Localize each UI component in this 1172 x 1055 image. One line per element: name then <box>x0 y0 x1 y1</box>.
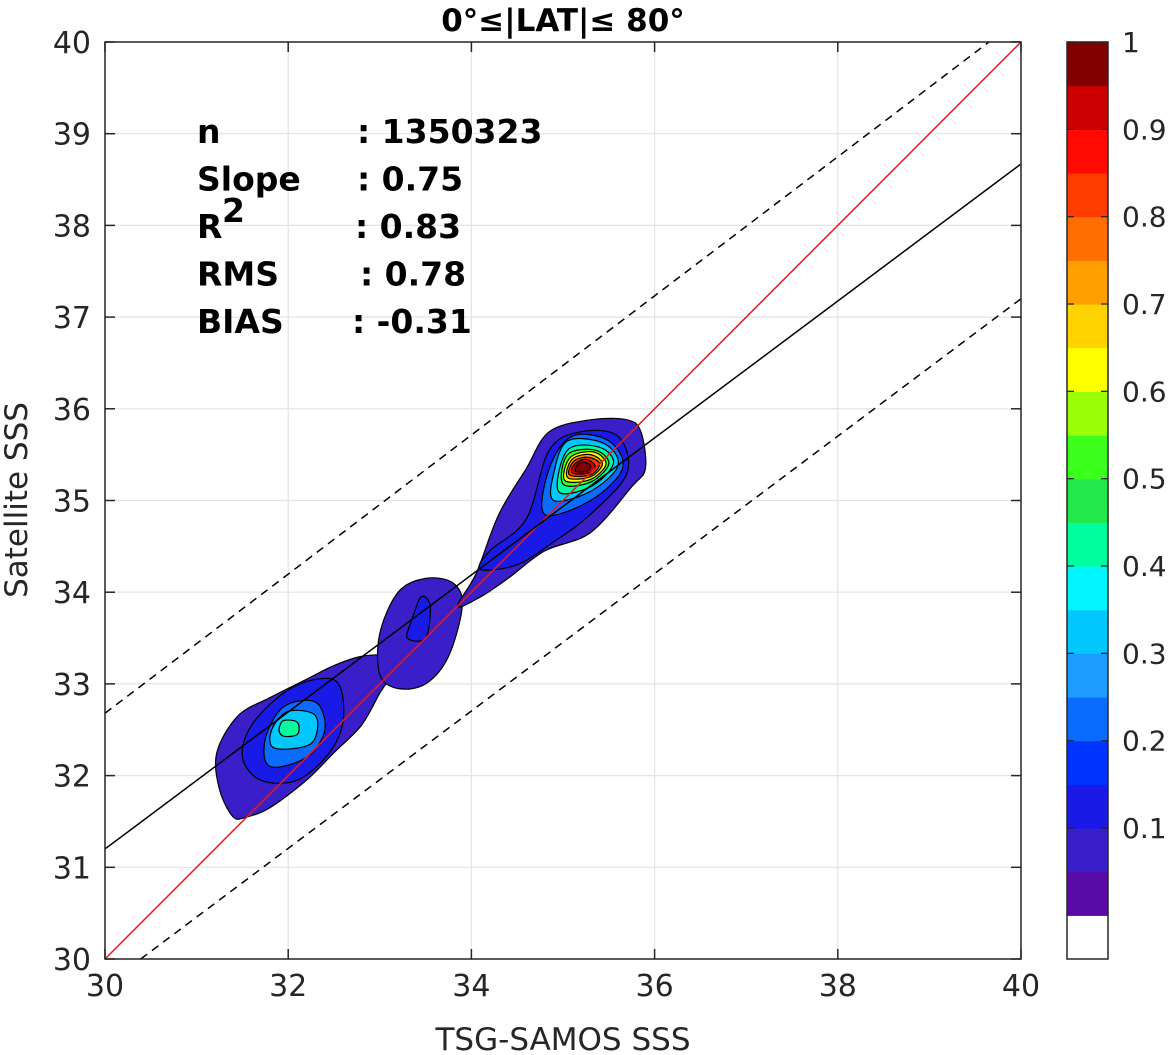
y-tick-label: 37 <box>53 301 91 336</box>
reference-lines <box>105 42 1021 959</box>
x-tick-label: 40 <box>1002 969 1040 1004</box>
colorbar-segment <box>1067 522 1108 567</box>
colorbar-segment <box>1067 609 1108 654</box>
x-tick-label: 32 <box>269 969 307 1004</box>
stat-value: : 0.75 <box>357 160 463 199</box>
colorbar-segment <box>1067 42 1108 87</box>
chart-title: 0°≤|LAT|≤ 80° <box>441 3 685 39</box>
colorbar-segment <box>1067 173 1108 218</box>
colorbar-segment <box>1067 260 1108 305</box>
colorbar-segment <box>1067 129 1108 174</box>
y-tick-label: 32 <box>53 760 91 795</box>
colorbar-tick-label: 0.7 <box>1122 288 1167 321</box>
colorbar-segment <box>1067 478 1108 523</box>
stat-label: BIAS <box>197 302 284 341</box>
colorbar-segment <box>1067 566 1108 611</box>
y-tick-label: 35 <box>53 485 91 520</box>
regression-line <box>105 163 1021 850</box>
offset-lower-line <box>140 298 1021 959</box>
colorbar-tick-label: 0.2 <box>1122 725 1167 758</box>
axis-ticks: 30 32 34 36 38 40 30 31 32 33 34 35 36 37 38 39 40 <box>53 26 1040 1004</box>
colorbar-tick-label: 0.1 <box>1122 812 1167 845</box>
colorbar-tick-label: 1 <box>1122 26 1140 59</box>
colorbar-tick-label: 0.8 <box>1122 201 1167 234</box>
colorbar-segment <box>1067 347 1108 392</box>
colorbar-tick-label: 0.6 <box>1122 375 1167 408</box>
x-tick-label: 38 <box>819 969 857 1004</box>
stats-annotation: n : 1350323 Slope : 0.75 R 2 : 0.83 RMS : 0.78 BI… <box>197 112 542 341</box>
colorbar-segment <box>1067 85 1108 130</box>
y-tick-label: 40 <box>53 26 91 61</box>
colorbar-segment <box>1067 304 1108 349</box>
colorbar-segment <box>1067 871 1108 916</box>
colorbar-segment <box>1067 740 1108 785</box>
y-tick-label: 39 <box>53 118 91 153</box>
colorbar-tick-label: 0.4 <box>1122 550 1167 583</box>
y-tick-label: 31 <box>53 851 91 886</box>
colorbar-segment <box>1067 828 1108 873</box>
colorbar-segment <box>1067 697 1108 742</box>
x-axis-label: TSG-SAMOS SSS <box>435 1022 691 1055</box>
colorbar-tick-label: 0.9 <box>1122 113 1167 146</box>
y-tick-label: 34 <box>53 576 91 611</box>
y-tick-label: 36 <box>53 393 91 428</box>
stat-label: R <box>197 207 222 246</box>
x-tick-label: 36 <box>636 969 674 1004</box>
colorbar-segment <box>1067 915 1108 960</box>
colorbar-segment <box>1067 435 1108 480</box>
stat-label-superscript: 2 <box>222 191 245 230</box>
colorbar-frame <box>1066 41 1109 960</box>
one-to-one-line <box>105 42 1021 959</box>
y-tick-label: 30 <box>53 943 91 978</box>
y-tick-label: 38 <box>53 209 91 244</box>
stat-label: n <box>197 112 221 151</box>
x-tick-label: 30 <box>86 969 124 1004</box>
y-axis-label: Satellite SSS <box>0 402 35 598</box>
stat-value: : 0.83 <box>355 207 461 246</box>
stat-label: Slope <box>197 160 301 199</box>
stat-label: RMS <box>197 255 279 294</box>
offset-upper-line <box>105 42 990 714</box>
y-tick-label: 33 <box>53 668 91 703</box>
colorbar-segment <box>1067 216 1108 261</box>
colorbar-tick-label: 0.3 <box>1122 637 1167 670</box>
colorbar-tick-label: 0.5 <box>1122 463 1167 496</box>
x-tick-label: 34 <box>452 969 490 1004</box>
contour-level-0.4 <box>278 719 300 738</box>
stat-value: : -0.31 <box>352 302 472 341</box>
stat-value: : 1350323 <box>357 112 542 151</box>
colorbar-segment <box>1067 391 1108 436</box>
colorbar-segment <box>1067 784 1108 829</box>
stat-value: : 0.78 <box>360 255 466 294</box>
colorbar: 0.1 0.2 0.3 0.4 0.5 0.6 0.7 0.8 0.9 1 <box>1066 26 1167 960</box>
colorbar-segment <box>1067 653 1108 698</box>
contour-level-0.95 <box>574 461 592 473</box>
